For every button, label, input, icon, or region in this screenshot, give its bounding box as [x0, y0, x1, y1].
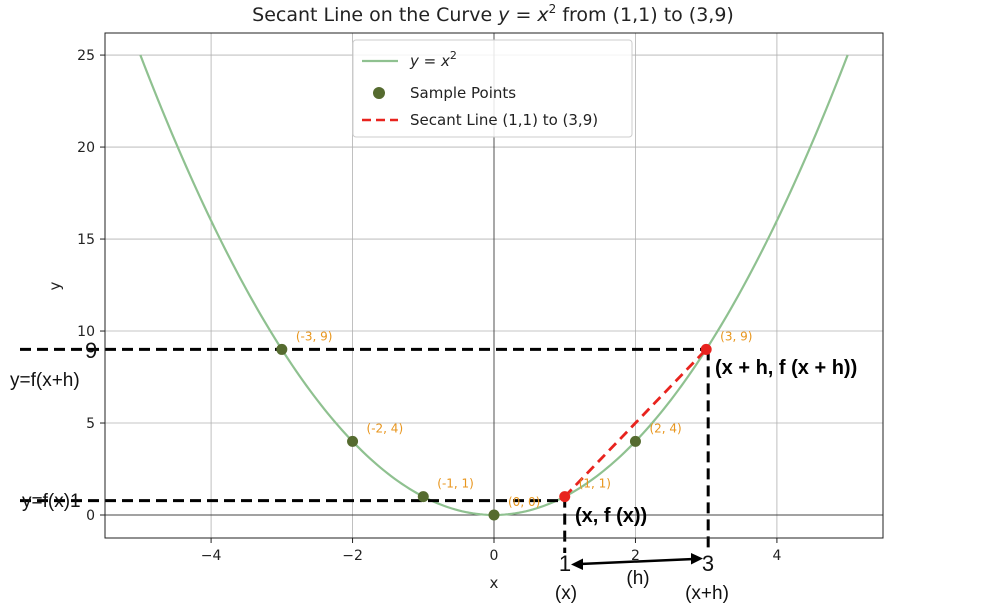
sample-point-label: (-3, 9): [296, 329, 333, 343]
title-sup: 2: [549, 2, 557, 16]
legend-points-swatch: [373, 87, 385, 99]
x-tick-label: 0: [490, 548, 499, 564]
guide-lines: [20, 347, 710, 553]
title-prefix: Secant Line on the Curve: [252, 4, 498, 26]
legend-secant-label: Secant Line (1,1) to (3,9): [410, 111, 598, 129]
y-fxh-label: y=f(x+h): [10, 370, 80, 391]
sample-point-label: (-2, 4): [367, 421, 404, 435]
sample-point-label: (0, 0): [508, 495, 540, 509]
legend-curve-math: y = x: [409, 52, 450, 70]
sample-point: [417, 491, 429, 503]
secant-point-label: (1, 1): [579, 477, 611, 491]
sample-point-label: (2, 4): [649, 421, 681, 435]
y-tick-label: 15: [77, 232, 95, 248]
sample-point: [347, 435, 359, 447]
secant-endpoint: [700, 343, 712, 355]
legend-curve-label: y = x2: [409, 49, 457, 70]
sample-point: [629, 435, 641, 447]
y-tick-label: 10: [77, 324, 95, 340]
legend-curve-sup: 2: [450, 49, 457, 62]
y-tick-label: 5: [86, 416, 95, 432]
y-tick-label: 0: [86, 508, 95, 524]
y-axis-label: y: [46, 281, 64, 290]
sample-point: [276, 343, 288, 355]
legend-box: [352, 39, 633, 138]
ticks: −4 −2 0 2 4 0 5 10 15 20 25: [77, 48, 781, 564]
y-tick-label: 25: [77, 48, 95, 64]
h-arrow-left-head: [571, 558, 583, 570]
secant-endpoint: [559, 491, 571, 503]
x-tick-label: −2: [342, 548, 363, 564]
annotations: 9 y=f(x+h) y=f(x)1 (x + h, f (x + h)) (x…: [10, 338, 857, 604]
legend: y = x2 Sample Points Secant Line (1,1) t…: [352, 39, 633, 138]
x-tick-label: −4: [201, 548, 222, 564]
point-b-annotation: (x + h, f (x + h)): [715, 357, 857, 379]
x-b-value: 3: [702, 551, 714, 576]
y-fxh-value: 9: [85, 338, 97, 363]
x-a-label: (x): [555, 583, 577, 604]
sample-point: [488, 509, 500, 521]
point-labels-layer: (-3, 9) (-2, 4) (-1, 1) (0, 0) (2, 4) (1, 1) (…: [296, 329, 753, 509]
h-double-arrow: [579, 557, 695, 566]
point-a-annotation: (x, f (x)): [575, 505, 647, 527]
sample-points-layer: [276, 343, 712, 521]
secant-line: [563, 348, 708, 498]
h-arrow-right-head: [691, 553, 703, 565]
sample-point-label: (-1, 1): [437, 477, 474, 491]
chart-title: Secant Line on the Curve y = x2 from (1,…: [252, 2, 734, 26]
x-a-value: 1: [559, 551, 571, 576]
x-axis-label: x: [490, 574, 499, 592]
x-b-label: (x+h): [685, 583, 729, 604]
secant-point-label: (3, 9): [720, 329, 752, 343]
legend-points-label: Sample Points: [410, 84, 516, 102]
y-fx-label: y=f(x)1: [22, 491, 81, 512]
x-tick-label: 2: [631, 548, 640, 564]
x-tick-label: 4: [772, 548, 781, 564]
h-label: (h): [626, 568, 649, 589]
title-math: y = x: [497, 4, 549, 26]
y-tick-label: 20: [77, 140, 95, 156]
title-suffix: from (1,1) to (3,9): [556, 4, 734, 26]
